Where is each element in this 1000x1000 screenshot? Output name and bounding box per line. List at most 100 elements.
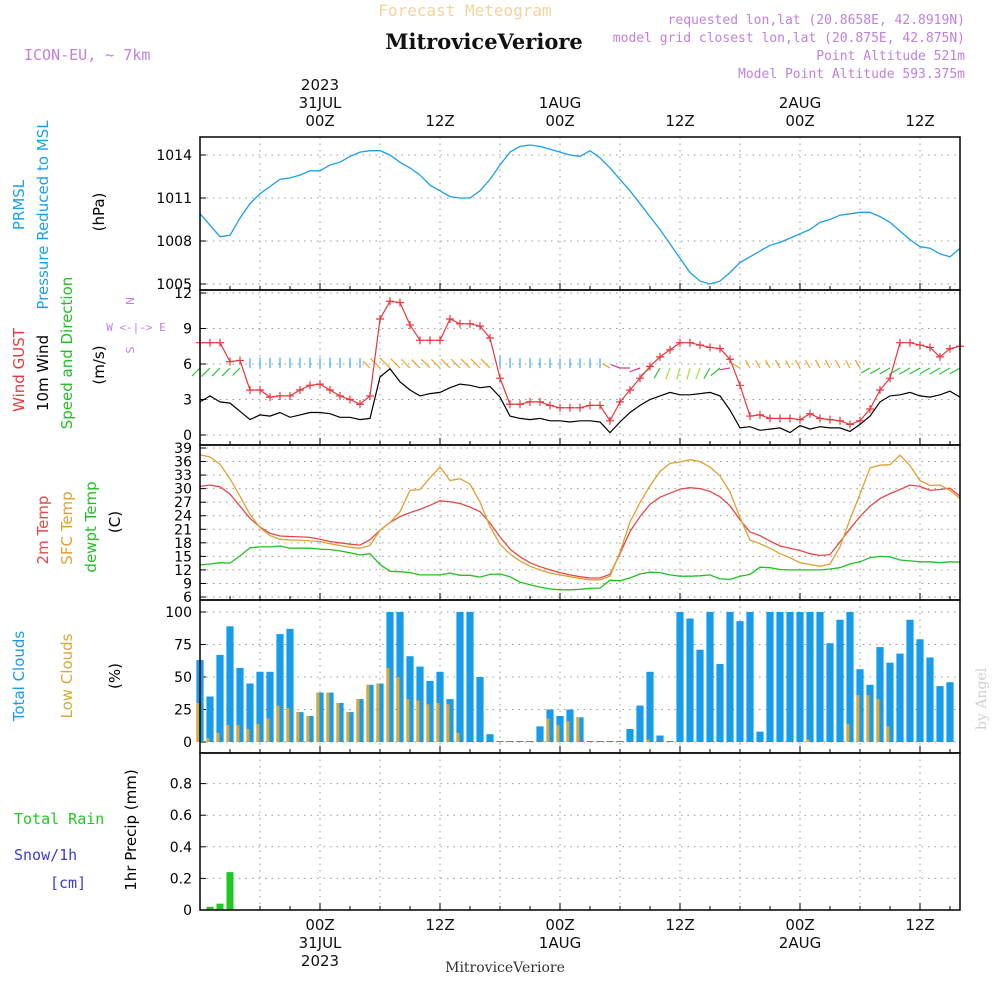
total-cloud-bar	[606, 741, 614, 742]
wind-arrow	[834, 359, 841, 369]
wind-gust-marker	[826, 415, 834, 424]
wind-gust-marker	[836, 416, 844, 425]
total-cloud-bar	[686, 618, 694, 742]
low-cloud-bar	[646, 739, 650, 742]
wind-gust-marker	[586, 401, 594, 410]
precip-frame	[199, 752, 961, 911]
total-cloud-bar	[856, 669, 864, 742]
y-tick-label: 9	[183, 576, 192, 592]
wind-arrow	[785, 360, 791, 369]
low-cloud-bar	[386, 667, 390, 742]
y-tick-label: 33	[174, 468, 192, 484]
wind-gust-marker	[206, 338, 214, 347]
wind-gust-marker	[246, 386, 254, 395]
wind-gust-marker	[516, 400, 524, 409]
rain-bar	[216, 903, 224, 910]
total-cloud-bar	[416, 666, 424, 742]
low-cloud-bar	[356, 699, 360, 742]
y-tick-label: 75	[174, 638, 192, 654]
total-cloud-bar	[656, 735, 664, 742]
y-tick-label: 1005	[156, 277, 192, 293]
wind-gust-marker	[526, 397, 534, 406]
wind-gust-marker	[396, 298, 404, 307]
wind-arrow	[211, 367, 221, 377]
total-cloud-bar	[556, 716, 564, 742]
low-cloud-bar	[236, 725, 240, 742]
2m-temp-label: 2m Temp	[34, 496, 52, 565]
total-cloud-bar	[426, 680, 434, 742]
low-cloud-bar	[446, 704, 450, 742]
wind-gust-marker	[506, 400, 514, 409]
point-altitude: Point Altitude 521m	[816, 49, 965, 64]
wind-gust-marker	[856, 416, 864, 425]
y-tick-label: 9	[183, 322, 192, 338]
total-cloud-bar	[646, 671, 654, 742]
total-cloud-bar	[846, 612, 854, 742]
y-tick-label: 0.2	[170, 871, 192, 887]
low-cloud-bar	[326, 692, 330, 742]
y-tick-label: 0	[183, 428, 192, 444]
model-point-altitude: Model Point Altitude 593.375m	[738, 67, 965, 82]
precip-unit-label: 1hr Precip (mm)	[122, 769, 140, 890]
wind-gust-marker	[936, 352, 944, 361]
total-cloud-bar	[406, 656, 414, 742]
y-tick-label: 3	[183, 393, 192, 409]
total-cloud-bar	[786, 612, 794, 742]
total-cloud-bar	[296, 712, 304, 742]
wind-gust-marker	[446, 315, 454, 324]
total-cloud-bar	[486, 734, 494, 742]
low-cloud-bar	[206, 738, 210, 742]
rain-bar	[206, 906, 214, 910]
total-cloud-bar	[336, 703, 344, 742]
header-subtitle: Forecast Meteogram	[378, 1, 551, 20]
wind-arrow	[390, 358, 401, 369]
total-cloud-bar	[866, 684, 874, 742]
footer-title: MitroviceVeriore	[445, 960, 565, 976]
low-cloud-bar	[806, 739, 810, 742]
wind-gust-marker	[266, 393, 274, 402]
y-tick-label: 27	[174, 495, 192, 511]
total-cloud-bar	[376, 683, 384, 742]
wind-gust-marker	[736, 381, 744, 390]
total-cloud-bar	[676, 612, 684, 742]
y-tick-label: 21	[174, 522, 192, 538]
top-time-label: 12Z	[905, 112, 934, 130]
total-cloud-bar	[536, 726, 544, 742]
y-tick-label: 6	[183, 357, 192, 373]
wind-arrow	[369, 357, 381, 369]
low-cloud-bar	[266, 718, 270, 742]
wind-arrow	[860, 367, 871, 374]
wind-gust-marker	[786, 414, 794, 423]
total-cloud-bar	[506, 741, 514, 742]
y-tick-label: 15	[174, 549, 192, 565]
wind-gust-marker	[696, 341, 704, 350]
low-cloud-bar	[576, 717, 580, 742]
wind-arrow	[710, 367, 721, 377]
total-cloud-bar	[576, 717, 584, 742]
wind-gust-marker	[946, 344, 954, 353]
closest-coords: model grid closest lon,lat (20.875E, 42.…	[613, 31, 965, 46]
snow-label: Snow/1h	[14, 846, 77, 864]
y-tick-label: 1011	[156, 191, 192, 207]
wind-arrow	[460, 358, 471, 369]
wind-gust-marker	[686, 338, 694, 347]
bottom-time-label: 1AUG	[539, 934, 581, 952]
total-cloud-bar	[566, 709, 574, 742]
10m-wind-label: 10m Wind	[34, 335, 52, 411]
wind-arrow	[854, 359, 861, 369]
wind-arrow	[805, 359, 811, 369]
wind-gust-marker	[846, 420, 854, 429]
pressure-unit-label: (hPa)	[90, 193, 108, 232]
wind-arrow	[686, 367, 691, 380]
wind-gust-marker	[656, 352, 664, 361]
wind-arrow	[909, 367, 921, 375]
wind-gust-marker	[866, 404, 874, 413]
top-time-label: 2023	[301, 76, 339, 94]
compass-we: W <-|-> E	[106, 321, 166, 334]
wind-gust-marker	[316, 380, 324, 389]
wind-gust-marker	[746, 412, 754, 421]
rain-bar	[226, 872, 234, 910]
wind-unit-label: (m/s)	[90, 345, 108, 384]
y-tick-label: 0.4	[170, 840, 192, 856]
